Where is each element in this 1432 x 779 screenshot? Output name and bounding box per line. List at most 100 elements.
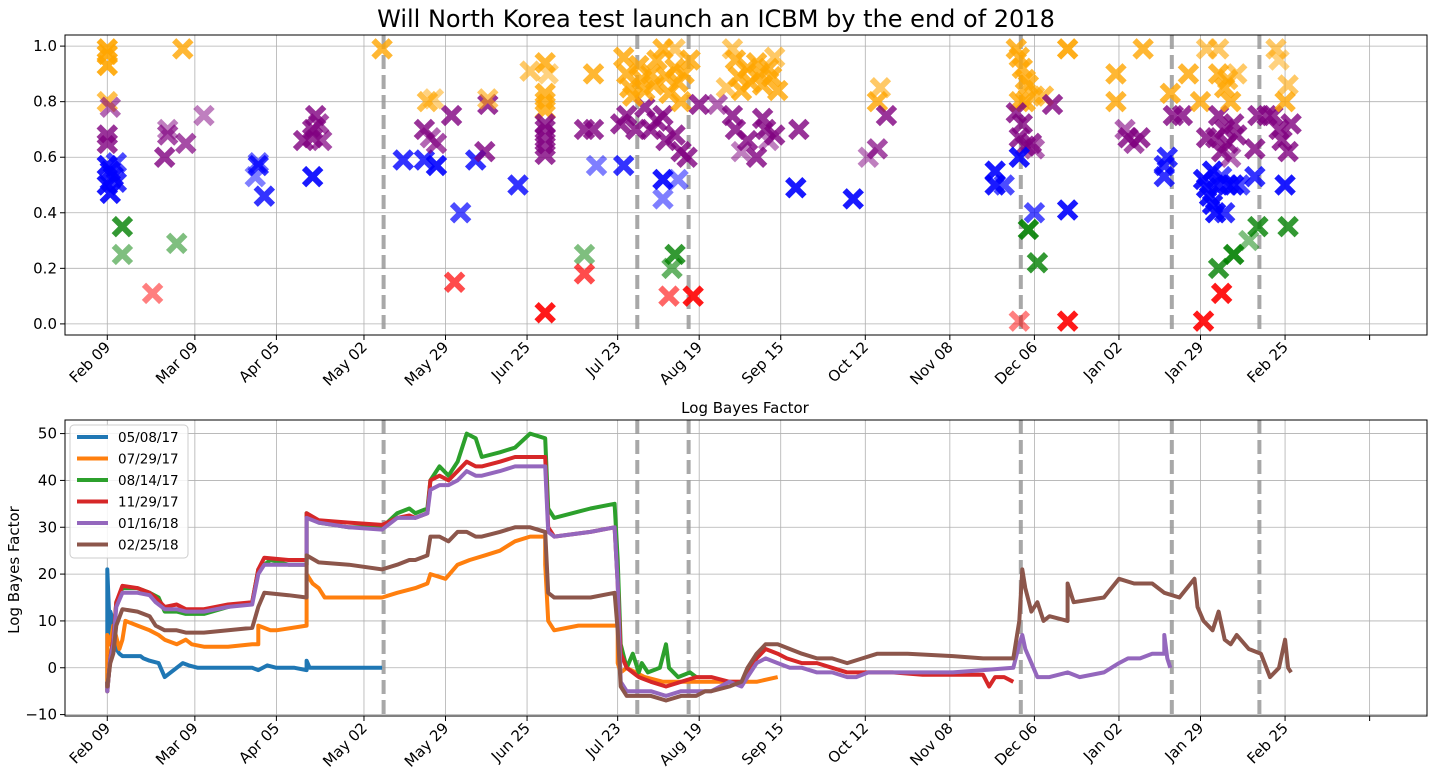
legend-label: 07/29/17 <box>118 452 179 468</box>
scatter-points <box>96 38 1302 332</box>
scatter-point <box>1277 74 1299 96</box>
scatter-point <box>1023 138 1046 160</box>
line-series <box>105 525 1293 703</box>
scatter-point <box>582 118 605 141</box>
scatter-point <box>1105 63 1127 85</box>
scatter-point <box>1244 138 1266 160</box>
scatter-point <box>1225 63 1248 85</box>
line-y-tick-label: 10 <box>38 612 57 630</box>
scatter-point <box>869 77 892 99</box>
scatter-point <box>534 302 556 324</box>
legend-label: 08/14/17 <box>118 473 179 489</box>
scatter-point <box>573 263 596 285</box>
scatter-point <box>392 149 414 171</box>
scatter-point <box>99 96 122 118</box>
scatter-point <box>96 54 119 77</box>
scatter-point <box>310 129 333 152</box>
scatter-point <box>1222 243 1245 266</box>
scatter-point <box>1023 202 1046 224</box>
scatter-point <box>1207 104 1230 127</box>
line-y-tick-label: 40 <box>38 471 57 489</box>
scatter-point <box>763 124 786 146</box>
scatter-point <box>763 46 786 68</box>
scatter-point <box>519 60 541 82</box>
scatter-point <box>440 104 463 127</box>
scatter-point <box>1056 199 1079 221</box>
scatter-point <box>1132 38 1154 60</box>
scatter-point <box>141 282 164 305</box>
scatter-point <box>615 104 638 127</box>
scatter-point <box>193 104 215 127</box>
scatter-point <box>679 49 701 71</box>
scatter-point <box>1159 82 1182 105</box>
scatter-point <box>1105 90 1127 113</box>
scatter-point <box>993 174 1015 196</box>
legend-label: 11/29/17 <box>118 495 179 511</box>
scatter-point <box>652 104 674 127</box>
scatter-point <box>640 118 662 141</box>
scatter-point <box>1229 174 1251 196</box>
scatter-point <box>1017 218 1040 241</box>
scatter-point <box>706 93 729 116</box>
line-series-group <box>105 431 1293 703</box>
scatter-point <box>1213 202 1236 224</box>
scatter-point <box>537 63 559 85</box>
scatter-point <box>1207 257 1230 280</box>
scatter-point <box>534 99 556 121</box>
scatter-point <box>788 118 810 141</box>
scatter-point <box>745 146 768 168</box>
scatter-point <box>622 85 644 107</box>
line-y-tick-label: 20 <box>38 565 57 583</box>
scatter-point <box>172 38 194 60</box>
scatter-y-tick-label: 0.6 <box>33 148 57 166</box>
scatter-point <box>785 177 807 199</box>
scatter-y-tick-label: 0.8 <box>33 93 57 111</box>
scatter-point <box>688 93 710 116</box>
line-y-axis: −10 0 10 20 30 40 50 <box>25 425 65 724</box>
scatter-point <box>585 154 608 177</box>
scatter-point <box>1225 124 1248 146</box>
scatter-y-tick-label: 0.0 <box>33 315 57 333</box>
scatter-point <box>625 118 647 141</box>
scatter-point <box>1056 38 1079 60</box>
scatter-point <box>673 63 695 85</box>
scatter-point <box>1177 63 1200 85</box>
legend-label: 02/25/18 <box>118 538 179 554</box>
line-chart-title: Log Bayes Factor <box>681 399 809 417</box>
scatter-point <box>1274 90 1296 113</box>
scatter-point <box>449 202 472 224</box>
scatter-point <box>842 188 864 210</box>
scatter-point <box>866 138 889 160</box>
scatter-y-tick-label: 0.2 <box>33 259 57 277</box>
scatter-point <box>670 90 692 113</box>
scatter-point <box>1153 165 1176 188</box>
scatter-point <box>1171 104 1194 127</box>
scatter-point <box>105 152 128 174</box>
scatter-point <box>371 38 393 60</box>
scatter-point <box>443 271 466 293</box>
scatter-point <box>658 285 680 307</box>
scatter-point <box>664 124 686 146</box>
figure-title: Will North Korea test launch an ICBM by … <box>377 5 1055 33</box>
scatter-point <box>1247 215 1269 238</box>
scatter-point <box>1189 90 1212 113</box>
line-y-tick-label: 50 <box>38 425 57 443</box>
scatter-point <box>1262 104 1284 127</box>
scatter-point <box>96 132 119 155</box>
scatter-y-tick-label: 0.4 <box>33 204 57 222</box>
line-y-tick-label: 30 <box>38 518 57 536</box>
scatter-point <box>1207 38 1230 60</box>
scatter-point <box>111 215 134 238</box>
scatter-point <box>247 152 270 174</box>
legend-label: 01/16/18 <box>118 516 179 532</box>
scatter-point <box>652 188 674 210</box>
scatter-point <box>736 129 759 152</box>
scatter-point <box>111 243 134 266</box>
scatter-point <box>413 149 436 171</box>
legend: 05/08/17 07/29/17 08/14/17 11/29/17 01/16/18… <box>69 424 189 559</box>
scatter-point <box>667 168 689 191</box>
scatter-point <box>156 124 179 146</box>
scatter-point <box>1280 113 1302 135</box>
line-y-tick-label: −10 <box>25 706 57 724</box>
